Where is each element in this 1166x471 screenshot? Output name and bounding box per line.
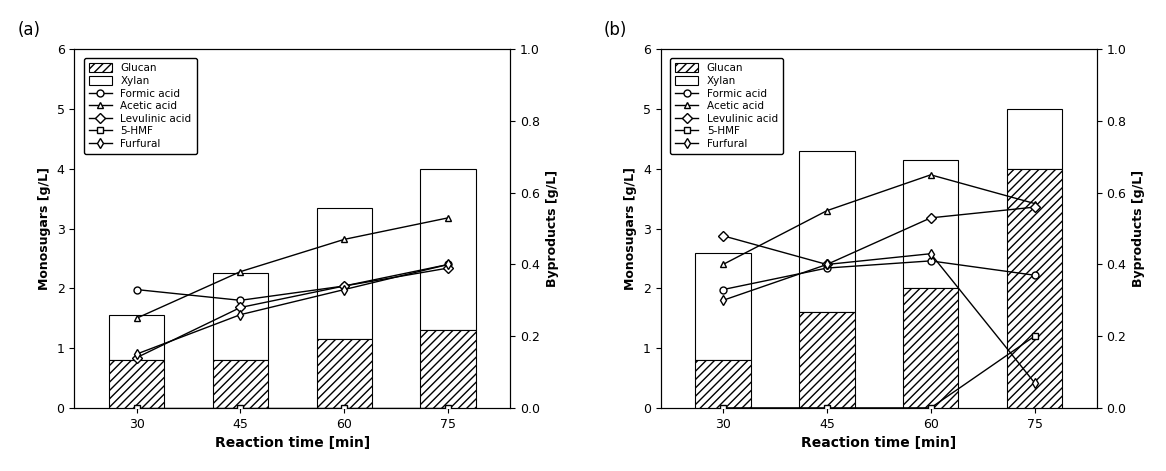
Bar xyxy=(902,160,958,288)
Bar xyxy=(316,208,372,339)
Y-axis label: Byproducts [g/L]: Byproducts [g/L] xyxy=(1132,170,1145,287)
Bar xyxy=(108,315,164,360)
Bar xyxy=(316,339,372,408)
Bar xyxy=(695,252,751,360)
Legend: Glucan, Xylan, Formic acid, Acetic acid, Levulinic acid, 5-HMF, Furfural: Glucan, Xylan, Formic acid, Acetic acid,… xyxy=(670,58,784,154)
X-axis label: Reaction time [min]: Reaction time [min] xyxy=(215,436,370,450)
Bar xyxy=(799,312,855,408)
Bar xyxy=(799,151,855,312)
Y-axis label: Byproducts [g/L]: Byproducts [g/L] xyxy=(546,170,559,287)
Bar xyxy=(1007,169,1062,408)
Bar xyxy=(212,360,268,408)
Legend: Glucan, Xylan, Formic acid, Acetic acid, Levulinic acid, 5-HMF, Furfural: Glucan, Xylan, Formic acid, Acetic acid,… xyxy=(84,58,197,154)
Text: (a): (a) xyxy=(17,21,41,39)
Bar xyxy=(108,360,164,408)
Bar xyxy=(421,330,476,408)
Bar xyxy=(902,288,958,408)
Text: (b): (b) xyxy=(604,21,627,39)
Bar xyxy=(212,274,268,360)
Bar xyxy=(1007,109,1062,169)
Y-axis label: Monosugars [g/L]: Monosugars [g/L] xyxy=(625,167,638,290)
X-axis label: Reaction time [min]: Reaction time [min] xyxy=(801,436,956,450)
Bar xyxy=(421,169,476,330)
Y-axis label: Monosugars [g/L]: Monosugars [g/L] xyxy=(38,167,51,290)
Bar xyxy=(695,360,751,408)
